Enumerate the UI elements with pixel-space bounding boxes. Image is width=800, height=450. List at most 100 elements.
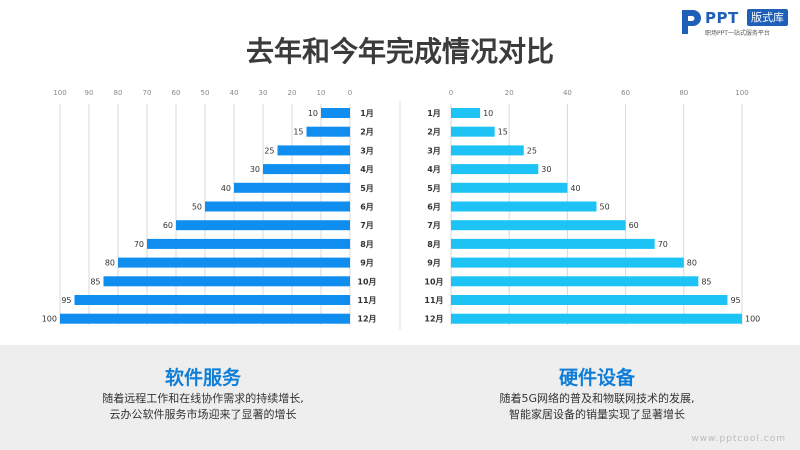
brand-tagline: 职场PPT一站式服务平台 bbox=[705, 30, 770, 37]
left-bar-value-label: 100 bbox=[42, 315, 57, 324]
summary-section: 软件服务 随着远程工作和在线协作需求的持续增长, 云办公软件服务市场迎来了显著的… bbox=[0, 345, 800, 450]
hardware-panel-title: 硬件设备 bbox=[558, 367, 635, 389]
right-category-label: 10月 bbox=[424, 277, 443, 286]
left-category-label: 6月 bbox=[360, 203, 374, 212]
right-x-tick-label: 20 bbox=[505, 89, 514, 97]
right-category-label: 7月 bbox=[427, 221, 441, 230]
left-x-tick-label: 80 bbox=[114, 89, 123, 97]
right-category-label: 4月 bbox=[427, 165, 441, 174]
right-bar-value-label: 40 bbox=[570, 184, 580, 193]
left-category-label: 4月 bbox=[360, 165, 374, 174]
right-bar bbox=[451, 164, 539, 175]
right-bar-value-label: 15 bbox=[498, 128, 508, 137]
right-bar bbox=[451, 108, 481, 118]
right-bar-value-label: 60 bbox=[629, 221, 639, 230]
software-desc-line-1: 随着远程工作和在线协作需求的持续增长, bbox=[102, 392, 304, 405]
left-bar bbox=[205, 201, 350, 212]
watermark: www.pptcool.com bbox=[691, 434, 786, 444]
hardware-desc-line-1: 随着5G网络的普及和物联网技术的发展, bbox=[499, 392, 695, 405]
left-x-tick-label: 40 bbox=[230, 89, 239, 97]
left-category-label: 7月 bbox=[360, 221, 374, 230]
left-bar-value-label: 80 bbox=[105, 259, 115, 268]
software-desc-line-2: 云办公软件服务市场迎来了显著的增长 bbox=[109, 408, 297, 421]
right-bar bbox=[451, 276, 699, 287]
right-bar bbox=[451, 201, 597, 212]
left-bar-value-label: 85 bbox=[90, 277, 100, 286]
left-bar bbox=[234, 182, 350, 193]
right-category-label: 8月 bbox=[427, 240, 441, 249]
left-category-label: 5月 bbox=[360, 184, 374, 193]
left-x-tick-label: 10 bbox=[317, 89, 326, 97]
left-bar bbox=[306, 126, 350, 137]
right-x-tick-label: 60 bbox=[621, 89, 630, 97]
left-bar bbox=[103, 276, 350, 287]
right-bar-value-label: 80 bbox=[687, 259, 697, 268]
right-bar-value-label: 25 bbox=[527, 146, 537, 155]
left-bar bbox=[74, 295, 350, 305]
brand-name: PPT bbox=[705, 9, 739, 27]
right-bar-value-label: 85 bbox=[701, 277, 711, 286]
left-bar-value-label: 95 bbox=[61, 296, 71, 305]
left-x-tick-label: 30 bbox=[259, 89, 268, 97]
right-bar bbox=[451, 126, 495, 137]
ppt-logo-icon bbox=[682, 10, 701, 34]
right-bar-value-label: 30 bbox=[541, 165, 551, 174]
left-category-label: 10月 bbox=[357, 277, 376, 286]
left-x-tick-label: 70 bbox=[143, 89, 152, 97]
right-bar-value-label: 70 bbox=[658, 240, 668, 249]
left-category-label: 9月 bbox=[360, 259, 374, 268]
left-x-tick-label: 50 bbox=[201, 89, 210, 97]
right-bar bbox=[451, 313, 742, 324]
right-x-tick-label: 80 bbox=[679, 89, 688, 97]
right-category-label: 3月 bbox=[427, 146, 441, 155]
right-category-label: 6月 bbox=[427, 203, 441, 212]
right-bar bbox=[451, 220, 626, 231]
brand-logo: PPT 版式库 职场PPT一站式服务平台 bbox=[680, 6, 792, 38]
left-x-tick-label: 60 bbox=[172, 89, 181, 97]
right-category-label: 9月 bbox=[427, 259, 441, 268]
left-category-label: 12月 bbox=[357, 315, 376, 324]
left-x-tick-label: 20 bbox=[288, 89, 297, 97]
left-x-tick-label: 100 bbox=[53, 89, 66, 97]
right-category-label: 12月 bbox=[424, 315, 443, 324]
left-x-tick-label: 0 bbox=[348, 89, 352, 97]
left-bar-value-label: 50 bbox=[192, 203, 202, 212]
left-bar bbox=[118, 257, 350, 268]
right-bar-value-label: 50 bbox=[600, 203, 610, 212]
right-x-tick-label: 0 bbox=[449, 89, 453, 97]
right-bar bbox=[451, 182, 568, 193]
left-bar-value-label: 40 bbox=[221, 184, 231, 193]
right-bar bbox=[451, 238, 655, 249]
left-bar-value-label: 15 bbox=[293, 128, 303, 137]
left-category-label: 2月 bbox=[360, 128, 374, 137]
right-bar-value-label: 10 bbox=[483, 109, 493, 118]
hardware-desc-line-2: 智能家居设备的销量实现了显著增长 bbox=[509, 408, 685, 421]
brand-badge: 版式库 bbox=[747, 9, 788, 26]
left-bar-value-label: 10 bbox=[308, 109, 318, 118]
right-x-tick-label: 40 bbox=[563, 89, 572, 97]
right-category-label: 2月 bbox=[427, 128, 441, 137]
left-category-label: 1月 bbox=[360, 109, 374, 118]
hardware-panel-description: 随着5G网络的普及和物联网技术的发展, 智能家居设备的销量实现了显著增长 bbox=[397, 391, 797, 423]
right-category-label: 11月 bbox=[424, 296, 443, 305]
left-bar bbox=[321, 108, 350, 118]
left-bar-value-label: 60 bbox=[163, 221, 173, 230]
left-x-tick-label: 90 bbox=[85, 89, 94, 97]
right-category-label: 5月 bbox=[427, 184, 441, 193]
left-bar-value-label: 25 bbox=[264, 146, 274, 155]
left-category-label: 11月 bbox=[357, 296, 376, 305]
software-panel-description: 随着远程工作和在线协作需求的持续增长, 云办公软件服务市场迎来了显著的增长 bbox=[3, 391, 403, 423]
right-bar-value-label: 100 bbox=[745, 315, 760, 324]
right-x-tick-label: 100 bbox=[735, 89, 748, 97]
right-category-label: 1月 bbox=[427, 109, 441, 118]
right-bar bbox=[451, 145, 524, 156]
left-bar bbox=[263, 164, 350, 175]
right-bar bbox=[451, 295, 728, 305]
left-bar bbox=[277, 145, 350, 156]
left-bar-value-label: 70 bbox=[134, 240, 144, 249]
right-bar bbox=[451, 257, 684, 268]
left-bar bbox=[176, 220, 350, 231]
right-bar-value-label: 95 bbox=[730, 296, 740, 305]
page-title: 去年和今年完成情况对比 bbox=[245, 35, 554, 68]
